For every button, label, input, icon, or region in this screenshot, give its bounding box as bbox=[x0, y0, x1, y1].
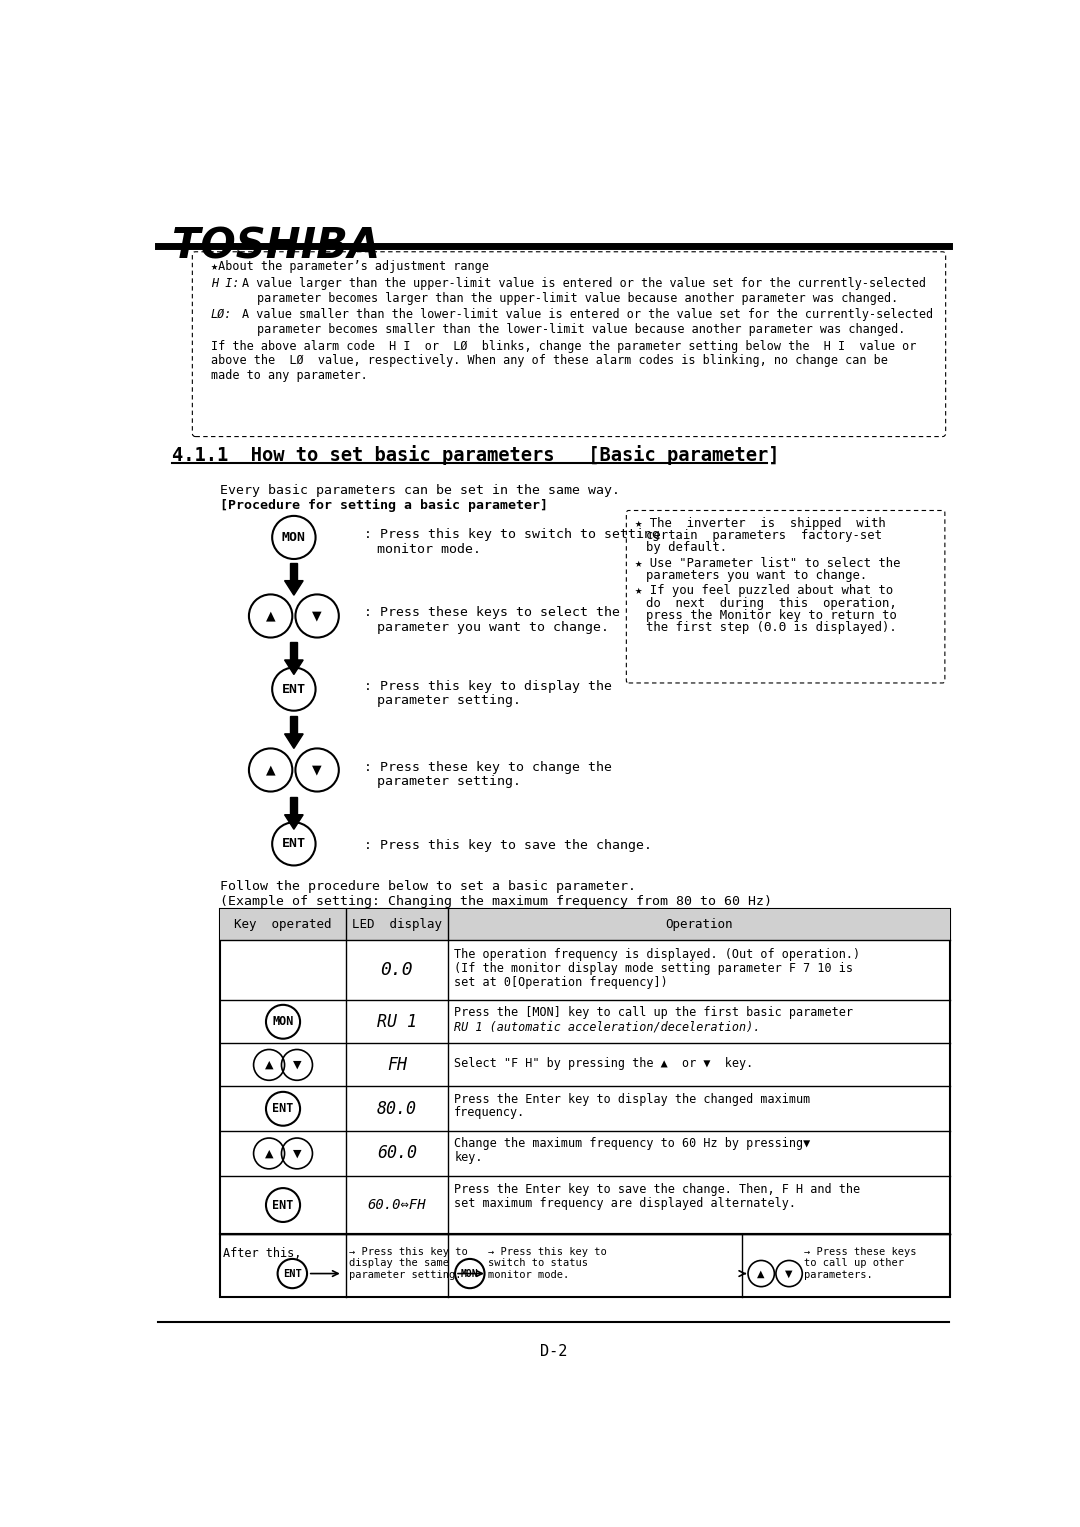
Text: MON: MON bbox=[272, 1015, 294, 1028]
Text: parameter you want to change.: parameter you want to change. bbox=[377, 620, 609, 634]
Text: parameters.: parameters. bbox=[804, 1270, 873, 1280]
Text: ▼: ▼ bbox=[293, 1060, 301, 1070]
Text: → Press these keys: → Press these keys bbox=[804, 1246, 916, 1257]
Text: to call up other: to call up other bbox=[804, 1258, 904, 1267]
Text: monitor mode.: monitor mode. bbox=[377, 542, 481, 556]
Polygon shape bbox=[291, 797, 297, 815]
Text: ▲: ▲ bbox=[265, 1148, 273, 1159]
Text: do  next  during  this  operation,: do next during this operation, bbox=[646, 597, 896, 609]
Text: the first step (Θ.Θ is displayed).: the first step (Θ.Θ is displayed). bbox=[646, 621, 896, 634]
Text: ★About the parameter’s adjustment range: ★About the parameter’s adjustment range bbox=[211, 260, 489, 273]
Text: ▲: ▲ bbox=[757, 1269, 765, 1278]
Text: Follow the procedure below to set a basic parameter.: Follow the procedure below to set a basi… bbox=[220, 880, 636, 893]
Text: parameters you want to change.: parameters you want to change. bbox=[646, 570, 867, 582]
Text: certain  parameters  factory-set: certain parameters factory-set bbox=[646, 528, 881, 542]
Text: ENT: ENT bbox=[282, 683, 306, 696]
Text: : Press this key to switch to setting: : Press this key to switch to setting bbox=[364, 528, 660, 541]
Text: Press the Enter key to save the change. Then, F H and the: Press the Enter key to save the change. … bbox=[455, 1183, 861, 1197]
Text: → Press this key to: → Press this key to bbox=[488, 1246, 607, 1257]
Text: (Example of setting: Changing the maximum frequency from 80 to 60 Hz): (Example of setting: Changing the maximu… bbox=[220, 895, 772, 907]
Text: monitor mode.: monitor mode. bbox=[488, 1270, 569, 1280]
Text: Select "F H" by pressing the ▲  or ▼  key.: Select "F H" by pressing the ▲ or ▼ key. bbox=[455, 1057, 754, 1070]
Text: ▼: ▼ bbox=[312, 764, 322, 777]
Polygon shape bbox=[284, 815, 303, 829]
Text: A value larger than the upper-limit value is entered or the value set for the cu: A value larger than the upper-limit valu… bbox=[242, 278, 926, 290]
Text: 60.0⇔FH: 60.0⇔FH bbox=[367, 1199, 427, 1212]
Text: A value smaller than the lower-limit value is entered or the value set for the c: A value smaller than the lower-limit val… bbox=[242, 308, 933, 321]
Text: ENT: ENT bbox=[283, 1269, 301, 1278]
Text: MON: MON bbox=[461, 1269, 478, 1278]
Text: parameter setting.: parameter setting. bbox=[349, 1270, 461, 1280]
Text: After this,: After this, bbox=[224, 1246, 301, 1260]
Text: Operation: Operation bbox=[665, 918, 733, 931]
Text: ENT: ENT bbox=[272, 1102, 294, 1115]
Text: 4.1.1  How to set basic parameters   [Basic parameter]: 4.1.1 How to set basic parameters [Basic… bbox=[172, 444, 780, 466]
Text: : Press these key to change the: : Press these key to change the bbox=[364, 760, 611, 774]
Bar bbox=[220, 1234, 950, 1298]
Text: RU 1 (automatic acceleration/deceleration).: RU 1 (automatic acceleration/deceleratio… bbox=[455, 1020, 760, 1034]
Text: : Press these keys to select the: : Press these keys to select the bbox=[364, 606, 620, 618]
Text: parameter becomes smaller than the lower-limit value because another parameter w: parameter becomes smaller than the lower… bbox=[257, 322, 906, 336]
Text: RU 1: RU 1 bbox=[377, 1012, 417, 1031]
Text: MON: MON bbox=[282, 531, 306, 544]
Text: Press the [MON] key to call up the first basic parameter: Press the [MON] key to call up the first… bbox=[455, 1006, 853, 1020]
Text: ENT: ENT bbox=[272, 1199, 294, 1211]
Polygon shape bbox=[284, 660, 303, 675]
Text: Key  operated: Key operated bbox=[234, 918, 332, 931]
Text: ★ The  inverter  is  shipped  with: ★ The inverter is shipped with bbox=[635, 516, 886, 530]
Text: made to any parameter.: made to any parameter. bbox=[211, 370, 367, 382]
Text: LED  display: LED display bbox=[352, 918, 442, 931]
Text: ▼: ▼ bbox=[312, 609, 322, 623]
Polygon shape bbox=[291, 716, 297, 734]
Text: parameter setting.: parameter setting. bbox=[377, 693, 521, 707]
Text: D-2: D-2 bbox=[540, 1344, 567, 1359]
Polygon shape bbox=[284, 734, 303, 748]
Text: [Procedure for setting a basic parameter]: [Procedure for setting a basic parameter… bbox=[220, 499, 549, 512]
Text: set at 0[Operation frequency]): set at 0[Operation frequency]) bbox=[455, 976, 669, 988]
Text: : Press this key to display the: : Press this key to display the bbox=[364, 680, 611, 693]
Text: by default.: by default. bbox=[646, 541, 727, 554]
Text: frequency.: frequency. bbox=[455, 1107, 526, 1119]
Polygon shape bbox=[284, 580, 303, 596]
Polygon shape bbox=[291, 643, 297, 660]
Text: key.: key. bbox=[455, 1151, 483, 1164]
Text: Every basic parameters can be set in the same way.: Every basic parameters can be set in the… bbox=[220, 484, 620, 496]
Text: ▼: ▼ bbox=[293, 1148, 301, 1159]
Text: If the above alarm code  H I  or  LØ  blinks, change the parameter setting below: If the above alarm code H I or LØ blinks… bbox=[211, 339, 916, 353]
Bar bbox=[220, 910, 950, 941]
Text: 0.0: 0.0 bbox=[380, 960, 414, 979]
Text: parameter becomes larger than the upper-limit value because another parameter wa: parameter becomes larger than the upper-… bbox=[257, 292, 899, 305]
Text: The operation frequency is displayed. (Out of operation.): The operation frequency is displayed. (O… bbox=[455, 948, 861, 960]
Text: ▲: ▲ bbox=[266, 609, 275, 623]
Text: ENT: ENT bbox=[282, 837, 306, 851]
Text: 60.0: 60.0 bbox=[377, 1144, 417, 1162]
Text: display the same: display the same bbox=[349, 1258, 449, 1267]
Text: set maximum frequency are displayed alternately.: set maximum frequency are displayed alte… bbox=[455, 1197, 796, 1211]
Text: LØ:: LØ: bbox=[211, 308, 232, 321]
FancyBboxPatch shape bbox=[192, 252, 946, 437]
Text: 80.0: 80.0 bbox=[377, 1099, 417, 1118]
Text: ★ If you feel puzzled about what to: ★ If you feel puzzled about what to bbox=[635, 585, 893, 597]
Text: ★ Use "Parameter list" to select the: ★ Use "Parameter list" to select the bbox=[635, 557, 901, 570]
Text: TOSHIBA: TOSHIBA bbox=[172, 226, 380, 267]
Text: ▲: ▲ bbox=[265, 1060, 273, 1070]
Text: above the  LØ  value, respectively. When any of these alarm codes is blinking, n: above the LØ value, respectively. When a… bbox=[211, 354, 888, 366]
Text: ▼: ▼ bbox=[785, 1269, 793, 1278]
Text: : Press this key to save the change.: : Press this key to save the change. bbox=[364, 838, 651, 852]
Text: Press the Enter key to display the changed maximum: Press the Enter key to display the chang… bbox=[455, 1093, 811, 1106]
Text: → Press this key to: → Press this key to bbox=[349, 1246, 468, 1257]
Text: H I:: H I: bbox=[211, 278, 240, 290]
Text: FH: FH bbox=[387, 1055, 407, 1073]
Text: Change the maximum frequency to 60 Hz by pressing▼: Change the maximum frequency to 60 Hz by… bbox=[455, 1138, 811, 1150]
Polygon shape bbox=[291, 563, 297, 580]
Text: ▲: ▲ bbox=[266, 764, 275, 777]
Text: parameter setting.: parameter setting. bbox=[377, 774, 521, 788]
Text: press the Monitor key to return to: press the Monitor key to return to bbox=[646, 609, 896, 621]
Bar bbox=[220, 910, 950, 1234]
Text: switch to status: switch to status bbox=[488, 1258, 589, 1267]
FancyBboxPatch shape bbox=[626, 510, 945, 683]
Text: (If the monitor display mode setting parameter F 7 10 is: (If the monitor display mode setting par… bbox=[455, 962, 853, 974]
